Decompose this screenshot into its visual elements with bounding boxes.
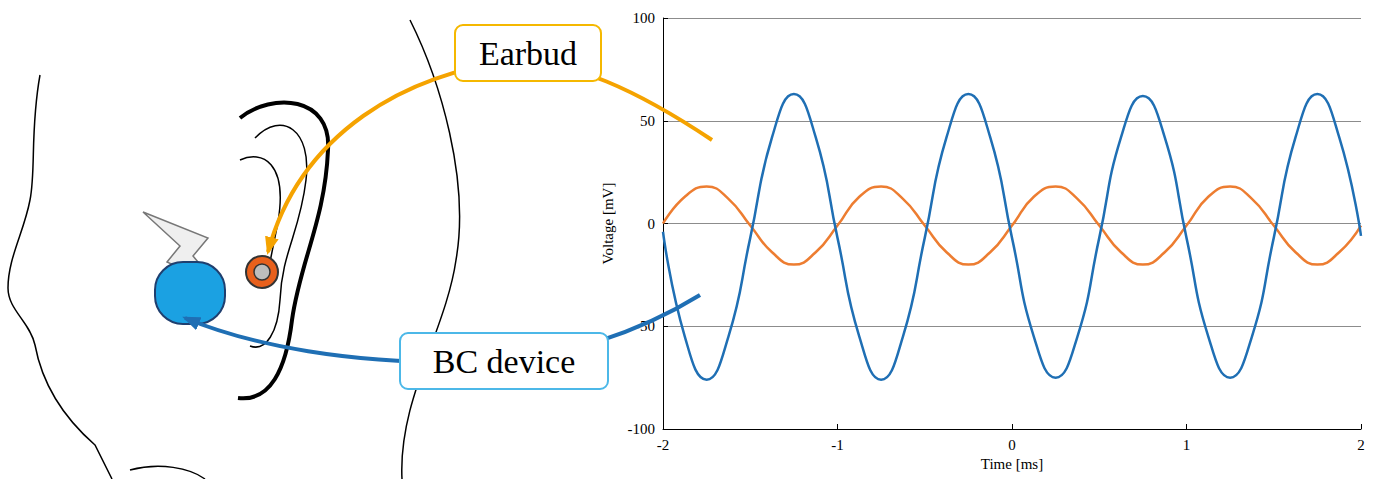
svg-text:Time [ms]: Time [ms] <box>981 456 1043 472</box>
svg-text:100: 100 <box>633 10 656 26</box>
svg-text:-100: -100 <box>628 421 656 437</box>
svg-text:2: 2 <box>1357 437 1365 453</box>
svg-text:-50: -50 <box>635 318 655 334</box>
svg-text:-2: -2 <box>657 437 670 453</box>
svg-text:0: 0 <box>648 216 656 232</box>
svg-text:Voltage [mV]: Voltage [mV] <box>600 183 616 265</box>
svg-text:-1: -1 <box>831 437 844 453</box>
svg-text:0: 0 <box>1008 437 1016 453</box>
svg-text:Earbud: Earbud <box>479 35 577 72</box>
svg-text:BC device: BC device <box>433 343 576 380</box>
svg-text:1: 1 <box>1183 437 1191 453</box>
svg-text:50: 50 <box>640 113 655 129</box>
